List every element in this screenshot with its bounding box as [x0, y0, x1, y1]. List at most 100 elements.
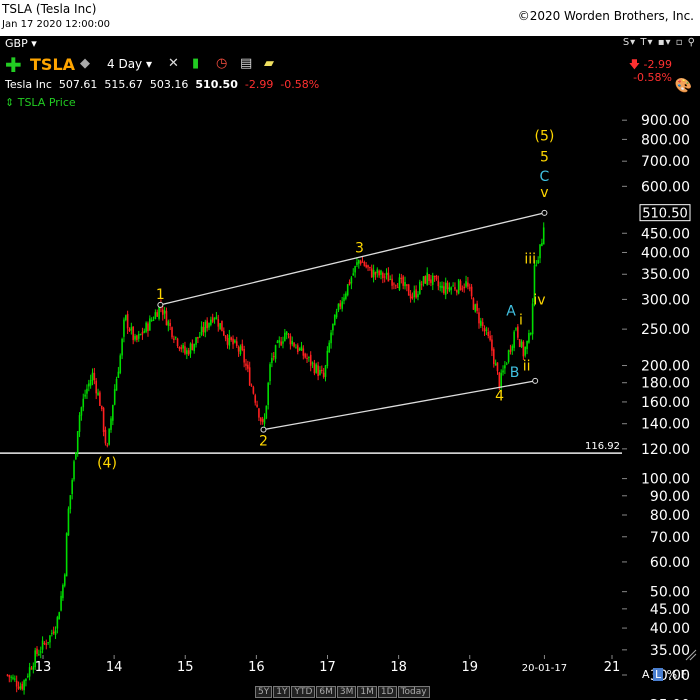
- quote-close: 510.50: [195, 78, 238, 91]
- wave-label: (4): [97, 456, 117, 472]
- notes-icon[interactable]: ▤: [240, 56, 253, 71]
- save-icon[interactable]: ▪▾: [657, 37, 672, 48]
- candle-body: [243, 348, 245, 363]
- range-3m-button[interactable]: 3M: [336, 686, 357, 698]
- candle-body: [492, 349, 495, 364]
- candle-body: [145, 322, 147, 332]
- note-icon[interactable]: ▰: [264, 56, 274, 71]
- candle-body: [211, 317, 214, 322]
- candle-body: [82, 398, 85, 408]
- candle-body: [343, 297, 345, 302]
- y-tick-label: 100.00: [641, 472, 690, 488]
- candle-body: [234, 340, 236, 343]
- candle-body: [520, 341, 523, 347]
- candle-body: [428, 274, 430, 282]
- candle-body: [372, 269, 375, 278]
- candle-body: [298, 348, 301, 351]
- scale-a-button[interactable]: A: [642, 668, 650, 681]
- candle-body: [228, 334, 231, 346]
- candle-body: [413, 290, 416, 298]
- candle-body: [100, 405, 103, 409]
- candle-body: [60, 595, 62, 611]
- candle-body: [470, 286, 473, 297]
- alarm-icon[interactable]: ◷: [216, 56, 228, 71]
- candle-body: [272, 356, 275, 358]
- candle-body: [328, 342, 331, 353]
- candle-body: [226, 338, 229, 345]
- candle-body: [248, 367, 251, 386]
- palette-icon[interactable]: 🎨: [674, 78, 692, 94]
- candle-body: [400, 277, 403, 279]
- quote-name: Tesla Inc: [5, 78, 52, 91]
- y-tick-label: 70.00: [650, 530, 690, 546]
- y-tick-label: 250.00: [641, 322, 690, 338]
- candle-body: [62, 584, 64, 599]
- legend[interactable]: ⇕ TSLA Price: [5, 96, 76, 109]
- candle-body: [15, 680, 18, 687]
- wrench-icon[interactable]: ✕: [168, 56, 179, 71]
- pin-icon[interactable]: ⚲: [687, 37, 696, 48]
- range-1y-button[interactable]: 1Y: [273, 686, 291, 698]
- layout-icon[interactable]: ▫: [675, 37, 684, 48]
- horizontal-line-label: 116.92: [585, 441, 620, 452]
- candle-body: [356, 262, 358, 265]
- candle-body: [487, 331, 490, 336]
- candle-body: [178, 346, 181, 349]
- wave-label: ii: [523, 359, 531, 375]
- candle-body: [191, 343, 194, 351]
- scale-buttons: A L % F: [642, 668, 687, 681]
- wave-label: A: [506, 304, 516, 320]
- candle-body: [348, 281, 351, 285]
- currency-selector[interactable]: GBP ▾: [5, 37, 37, 50]
- candle-body: [213, 318, 216, 320]
- candle-body: [309, 354, 312, 366]
- candle-body: [498, 372, 501, 389]
- candle-body: [474, 304, 477, 312]
- candle-body: [380, 270, 382, 275]
- scale-log-button[interactable]: L: [653, 668, 664, 681]
- candle-body: [47, 642, 49, 644]
- t-icon[interactable]: T▾: [640, 37, 654, 48]
- candle-body: [404, 281, 406, 287]
- change-pct-value: -0.58%: [633, 71, 672, 84]
- candle-body: [274, 345, 277, 359]
- range-6m-button[interactable]: 6M: [316, 686, 336, 698]
- candle-body: [450, 287, 453, 290]
- candle-body: [112, 404, 114, 421]
- candle-body: [152, 319, 155, 321]
- period-selector[interactable]: 4 Day ▾: [107, 57, 152, 71]
- bars-icon[interactable]: ▮: [192, 56, 200, 71]
- rhino-icon[interactable]: ◆: [80, 56, 90, 71]
- scale-pct-button[interactable]: %: [666, 668, 678, 681]
- candle-body: [537, 259, 539, 264]
- candle-body: [123, 319, 125, 337]
- plus-icon[interactable]: ✚: [5, 53, 22, 77]
- candle-body: [528, 333, 530, 343]
- candle-body: [88, 383, 90, 387]
- s-icon[interactable]: S▾: [622, 37, 637, 48]
- candle-body: [518, 339, 521, 347]
- range-1m-button[interactable]: 1M: [357, 686, 377, 698]
- range-today-button[interactable]: Today: [397, 686, 430, 698]
- scale-f-button[interactable]: F: [680, 668, 687, 681]
- candle-body: [276, 341, 279, 343]
- candle-body: [128, 329, 131, 332]
- candle-body: [176, 338, 179, 347]
- y-tick-label: 450.00: [641, 226, 690, 242]
- candle-body: [134, 335, 136, 340]
- wave-label: 5: [540, 150, 549, 166]
- candle-body: [461, 288, 464, 290]
- candle-body: [43, 642, 46, 644]
- range-1d-button[interactable]: 1D: [377, 686, 397, 698]
- range-5y-button[interactable]: 5Y: [255, 686, 273, 698]
- candle-body: [113, 389, 116, 405]
- candle-body: [73, 461, 75, 480]
- symbol-field[interactable]: TSLA: [30, 55, 76, 74]
- candle-body: [132, 326, 134, 341]
- candle-body: [58, 612, 61, 620]
- candle-body: [443, 286, 445, 294]
- y-tick-label: 700.00: [641, 154, 690, 170]
- range-ytd-button[interactable]: YTD: [291, 686, 316, 698]
- candle-body: [369, 266, 371, 268]
